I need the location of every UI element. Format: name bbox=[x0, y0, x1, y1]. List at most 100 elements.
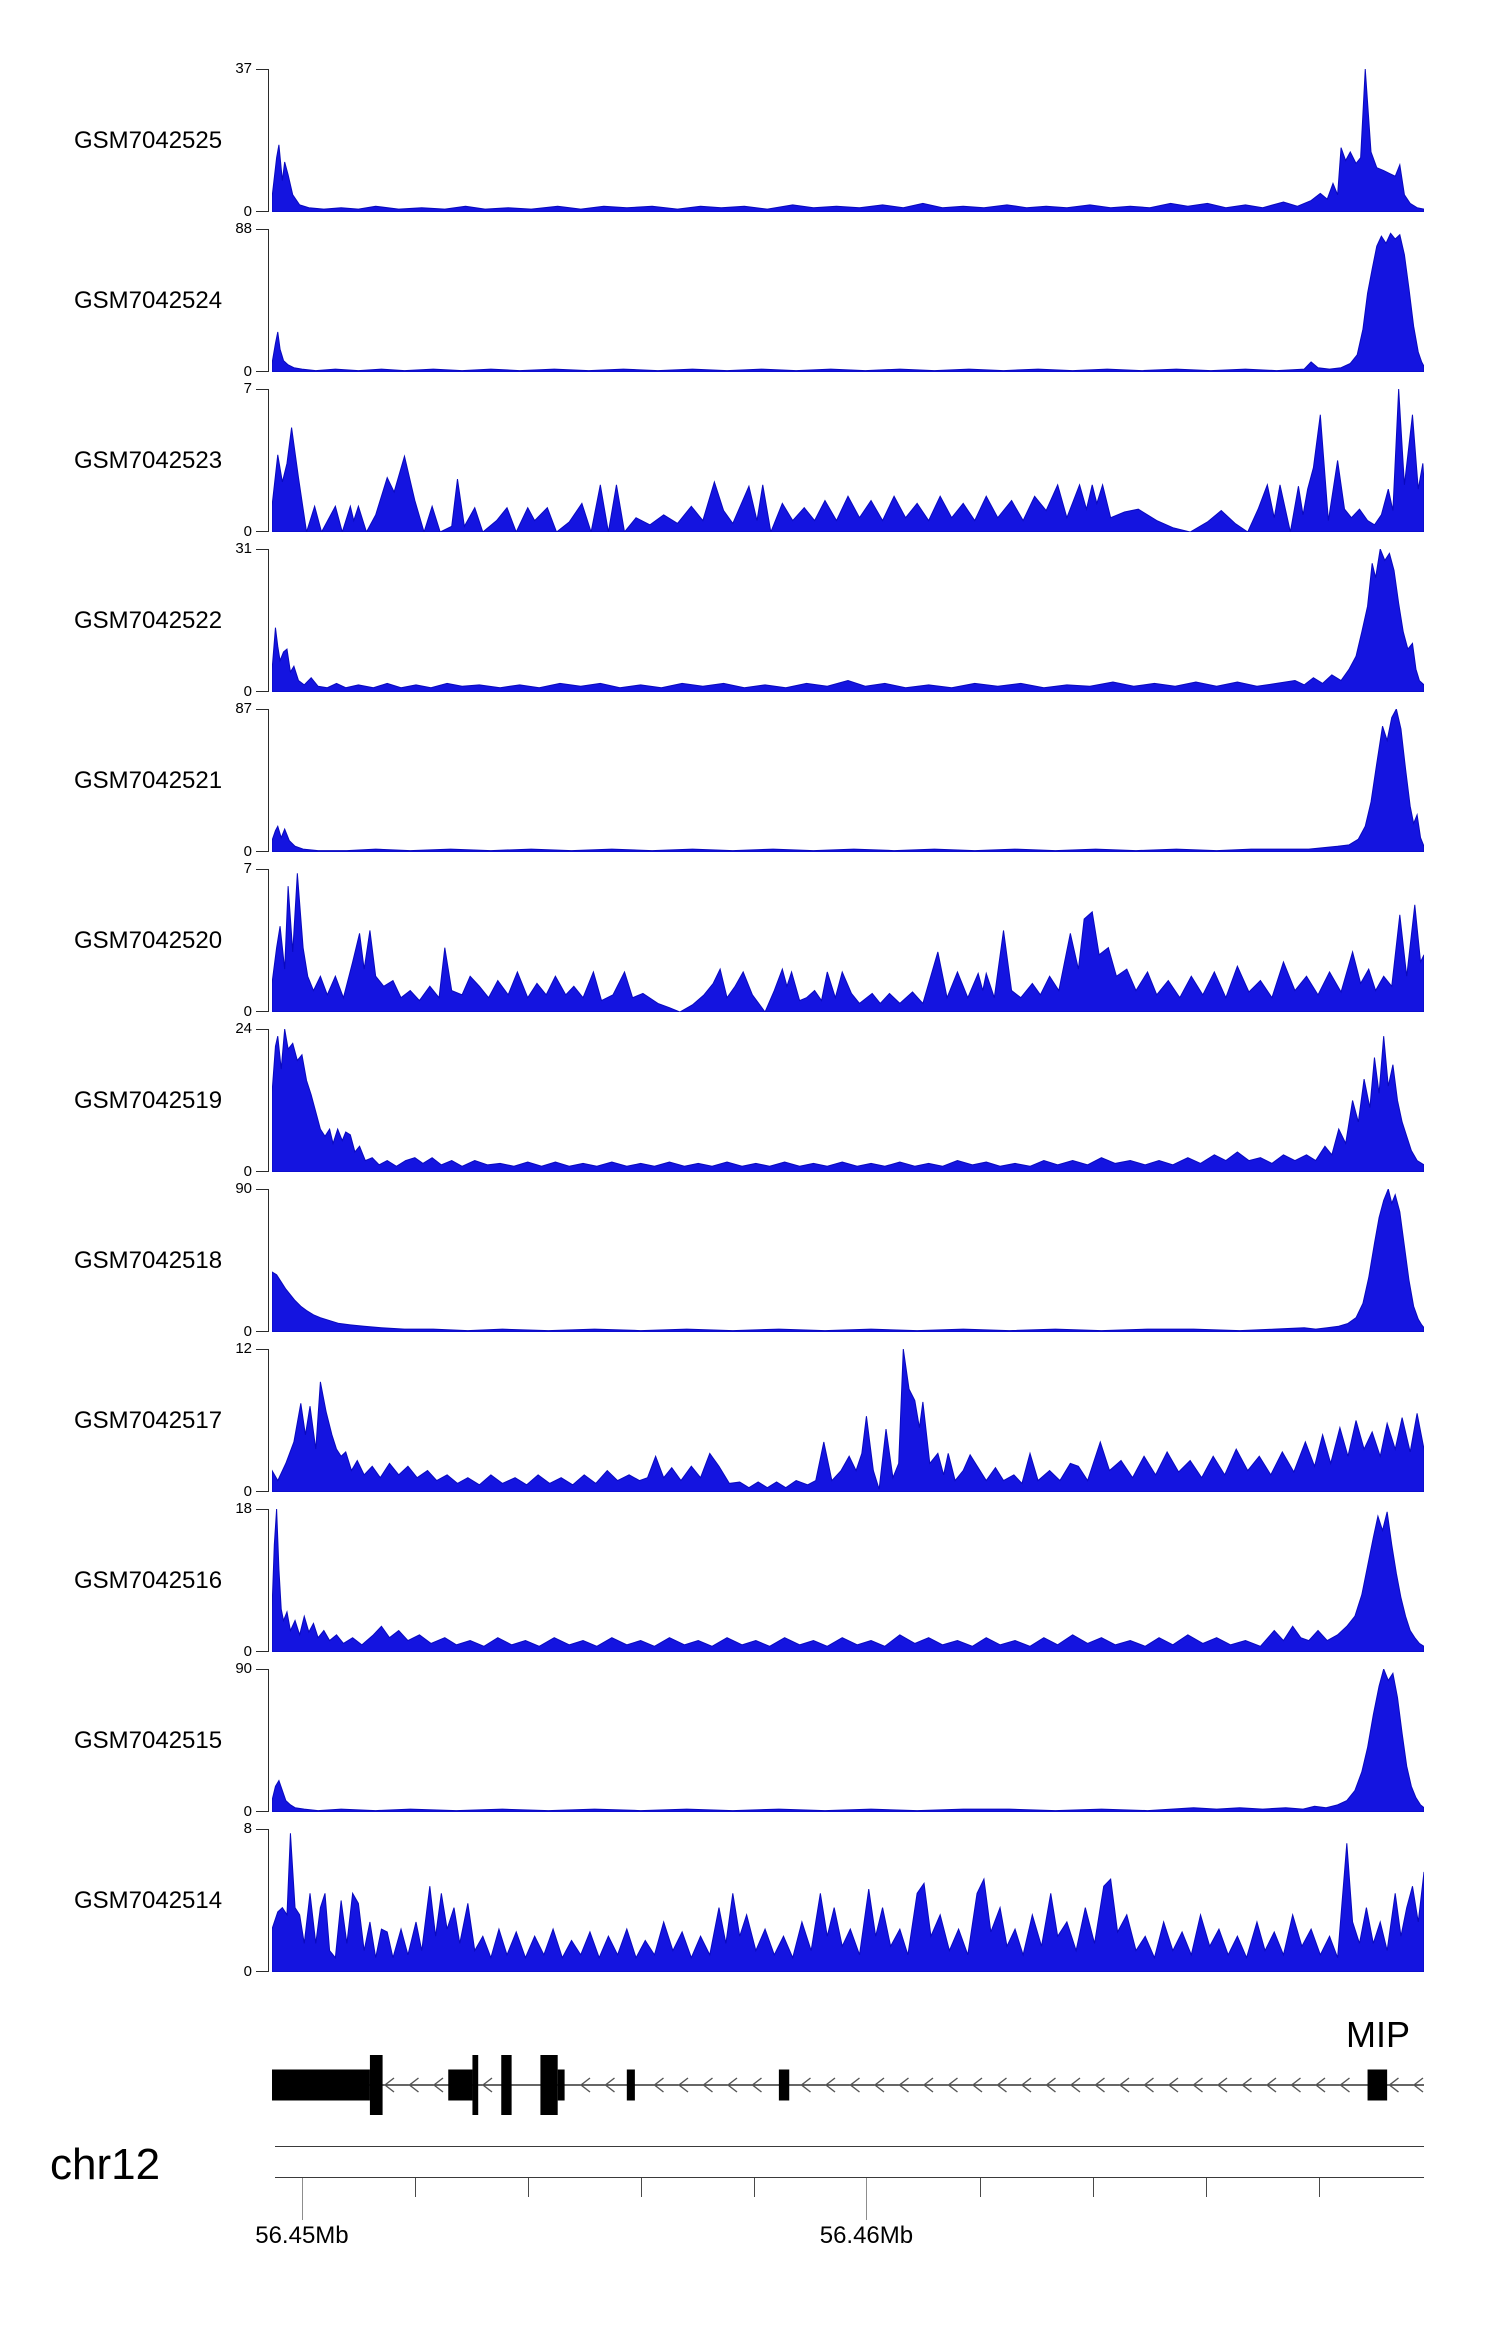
track-y-axis bbox=[268, 1669, 269, 1812]
strand-arrow-left-icon bbox=[1265, 2077, 1277, 2093]
track-ymin-label: 0 bbox=[243, 843, 252, 860]
track-y-axis-top-tick bbox=[256, 389, 269, 390]
track-y-axis-top-tick bbox=[256, 69, 269, 70]
track-y-axis bbox=[268, 709, 269, 852]
gene-exon bbox=[472, 2055, 479, 2115]
strand-arrow-left-icon bbox=[1388, 2077, 1399, 2093]
coverage-polygon bbox=[272, 233, 1424, 372]
gene-exon bbox=[501, 2055, 512, 2115]
gene-name-label: MIP bbox=[1345, 2014, 1410, 2055]
track-ymin-label: 0 bbox=[243, 1323, 252, 1340]
track-ymax-label: 90 bbox=[235, 1660, 252, 1677]
coverage-area-svg bbox=[272, 389, 1424, 532]
strand-arrow-left-icon bbox=[1339, 2077, 1350, 2093]
axis-minor-tick bbox=[1093, 2178, 1095, 2197]
coverage-area-svg bbox=[272, 1509, 1424, 1652]
track-y-axis-bottom-tick bbox=[256, 691, 269, 692]
strand-arrow-left-icon bbox=[1314, 2077, 1326, 2093]
axis-major-tick bbox=[866, 2178, 868, 2220]
coverage-area-svg bbox=[272, 1349, 1424, 1492]
track-ymax-label: 7 bbox=[243, 380, 252, 397]
track-label: GSM7042515 bbox=[74, 1726, 223, 1754]
track-label: GSM7042522 bbox=[74, 606, 223, 634]
strand-arrow-left-icon bbox=[408, 2077, 419, 2093]
strand-arrow-left-icon bbox=[1045, 2077, 1056, 2093]
axis-minor-tick bbox=[1319, 2178, 1321, 2197]
track-y-axis-bottom-tick bbox=[256, 1171, 269, 1172]
track-label: GSM7042521 bbox=[74, 766, 223, 794]
track-y-axis-top-tick bbox=[256, 869, 269, 870]
track-y-axis-bottom-tick bbox=[256, 211, 269, 212]
coverage-polygon bbox=[272, 69, 1424, 212]
strand-arrow-left-icon bbox=[996, 2077, 1007, 2093]
track-y-axis-top-tick bbox=[256, 1669, 269, 1670]
gene-model-svg bbox=[272, 2055, 1424, 2115]
track-ymax-label: 7 bbox=[243, 860, 252, 877]
track-y-axis-top-tick bbox=[256, 1349, 269, 1350]
coverage-area-svg bbox=[272, 1829, 1424, 1972]
strand-arrow-left-icon bbox=[849, 2077, 860, 2093]
track-y-axis bbox=[268, 1509, 269, 1652]
track-y-axis-top-tick bbox=[256, 709, 269, 710]
strand-arrow-left-icon bbox=[1412, 2077, 1424, 2093]
track-ymax-label: 31 bbox=[235, 540, 252, 557]
gene-exon bbox=[448, 2069, 473, 2101]
axis-major-tick bbox=[301, 2178, 303, 2220]
coverage-polygon bbox=[272, 1029, 1424, 1172]
coverage-polygon bbox=[272, 1509, 1424, 1652]
track-ymax-label: 90 bbox=[235, 1180, 252, 1197]
track-ymax-label: 88 bbox=[235, 220, 252, 237]
strand-arrow-left-icon bbox=[1192, 2077, 1203, 2093]
axis-minor-tick bbox=[980, 2178, 982, 2197]
track-label: GSM7042514 bbox=[74, 1886, 223, 1914]
track-ymin-label: 0 bbox=[243, 683, 252, 700]
strand-arrow-left-icon bbox=[947, 2077, 958, 2093]
axis-minor-tick bbox=[640, 2178, 642, 2197]
track-y-axis-bottom-tick bbox=[256, 1651, 269, 1652]
track-ymin-label: 0 bbox=[243, 1003, 252, 1020]
strand-arrow-left-icon bbox=[1069, 2077, 1081, 2093]
coverage-polygon bbox=[272, 389, 1424, 532]
strand-arrow-left-icon bbox=[677, 2077, 689, 2093]
strand-arrow-left-icon bbox=[873, 2077, 885, 2093]
track-y-axis bbox=[268, 1349, 269, 1492]
track-label: GSM7042520 bbox=[74, 926, 223, 954]
track-y-axis-top-tick bbox=[256, 229, 269, 230]
genome-axis-line-top bbox=[275, 2146, 1424, 2147]
coverage-polygon bbox=[272, 1669, 1424, 1812]
track-ymax-label: 18 bbox=[235, 1500, 252, 1517]
genome-axis-line-bottom bbox=[275, 2177, 1424, 2178]
track-y-axis-top-tick bbox=[256, 1029, 269, 1030]
chromosome-label: chr12 bbox=[50, 2140, 161, 2189]
strand-arrow-left-icon bbox=[800, 2077, 811, 2093]
track-label: GSM7042518 bbox=[74, 1246, 223, 1274]
strand-arrow-left-icon bbox=[726, 2077, 738, 2093]
track-ymax-label: 37 bbox=[235, 60, 252, 77]
track-ymin-label: 0 bbox=[243, 1803, 252, 1820]
strand-arrow-left-icon bbox=[604, 2077, 615, 2093]
strand-arrow-left-icon bbox=[751, 2077, 762, 2093]
strand-arrow-left-icon bbox=[1118, 2077, 1130, 2093]
track-ymax-label: 24 bbox=[235, 1020, 252, 1037]
track-y-axis-bottom-tick bbox=[256, 1971, 269, 1972]
strand-arrow-left-icon bbox=[481, 2077, 493, 2093]
strand-arrow-left-icon bbox=[702, 2077, 713, 2093]
strand-arrow-left-icon bbox=[1216, 2077, 1228, 2093]
axis-minor-tick bbox=[527, 2178, 529, 2197]
track-ymin-label: 0 bbox=[243, 1163, 252, 1180]
axis-tick-label: 56.46Mb bbox=[819, 2222, 914, 2249]
track-y-axis bbox=[268, 69, 269, 212]
track-y-axis-bottom-tick bbox=[256, 371, 269, 372]
strand-arrow-left-icon bbox=[1167, 2077, 1179, 2093]
strand-arrow-left-icon bbox=[653, 2077, 664, 2093]
strand-arrow-left-icon bbox=[898, 2077, 909, 2093]
track-label: GSM7042524 bbox=[74, 286, 223, 314]
track-y-axis-bottom-tick bbox=[256, 1331, 269, 1332]
axis-tick-label: 56.45Mb bbox=[255, 2222, 349, 2249]
strand-arrow-left-icon bbox=[1020, 2077, 1032, 2093]
track-label: GSM7042519 bbox=[74, 1086, 223, 1114]
track-ymax-label: 8 bbox=[243, 1820, 252, 1837]
gene-exon bbox=[557, 2069, 565, 2101]
gene-exon bbox=[540, 2055, 558, 2115]
track-label: GSM7042516 bbox=[74, 1566, 223, 1594]
